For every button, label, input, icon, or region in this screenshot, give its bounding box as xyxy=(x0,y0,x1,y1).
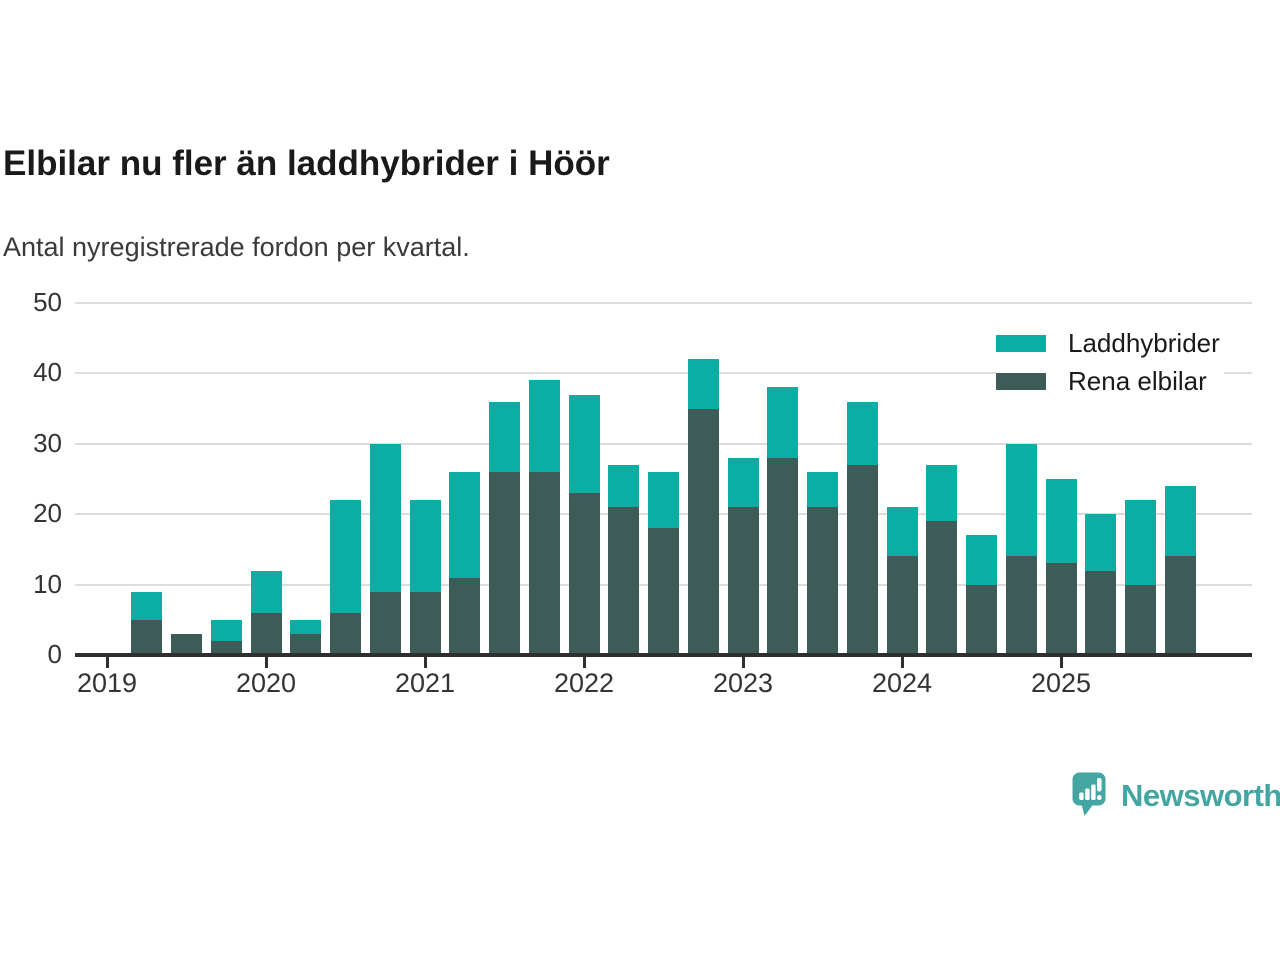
x-axis-tick-2025 xyxy=(1059,657,1063,668)
bar-segment-laddhybrider xyxy=(131,591,163,620)
bar-segment-rena-elbilar xyxy=(210,640,242,655)
bar-segment-rena-elbilar xyxy=(290,633,322,655)
newsworthy-logo-icon xyxy=(1072,772,1106,816)
bar-segment-laddhybrider xyxy=(926,464,958,522)
bar-segment-rena-elbilar xyxy=(727,507,759,655)
x-axis-label-2022: 2022 xyxy=(553,668,615,698)
bar-segment-rena-elbilar xyxy=(1005,556,1037,655)
bar-segment-laddhybrider xyxy=(528,380,560,472)
bar-segment-rena-elbilar xyxy=(1045,563,1077,655)
bar-segment-laddhybrider xyxy=(290,619,322,634)
bar-segment-laddhybrider xyxy=(1164,486,1196,557)
bar-segment-rena-elbilar xyxy=(528,471,560,655)
legend-label-rena-elbilar: Rena elbilar xyxy=(1068,365,1207,396)
bar-segment-laddhybrider xyxy=(1125,500,1156,585)
bar-segment-laddhybrider xyxy=(727,457,759,508)
legend-label-laddhybrider: Laddhybrider xyxy=(1068,327,1220,358)
x-axis-tick-2019 xyxy=(105,657,109,668)
y-axis-label-10: 10 xyxy=(33,568,62,599)
legend-swatch-laddhybrider xyxy=(996,334,1046,352)
y-axis-label-50: 50 xyxy=(33,287,62,317)
bar-segment-rena-elbilar xyxy=(489,471,520,655)
bar-segment-rena-elbilar xyxy=(369,591,401,655)
bar-segment-laddhybrider xyxy=(767,387,799,458)
x-axis-line xyxy=(75,653,1252,657)
bar-segment-laddhybrider xyxy=(1005,443,1037,557)
x-axis-label-2021: 2021 xyxy=(394,668,456,698)
bar-segment-rena-elbilar xyxy=(886,556,918,655)
gridline-30 xyxy=(75,442,1252,445)
chart-subtitle: Antal nyregistrerade fordon per kvartal. xyxy=(3,232,470,262)
bar-segment-laddhybrider xyxy=(449,471,481,578)
bar-segment-rena-elbilar xyxy=(131,619,163,655)
x-axis-label-2024: 2024 xyxy=(871,668,933,698)
bar-segment-laddhybrider xyxy=(608,464,640,508)
bar-segment-rena-elbilar xyxy=(966,584,997,655)
bar-segment-rena-elbilar xyxy=(171,633,202,655)
bar-segment-laddhybrider xyxy=(1085,514,1117,571)
x-axis-label-2019: 2019 xyxy=(76,668,138,698)
bar-segment-laddhybrider xyxy=(210,619,242,641)
bar-segment-laddhybrider xyxy=(369,443,401,592)
newsworthy-logo-text: Newsworthy xyxy=(1121,778,1280,813)
x-axis-label-2023: 2023 xyxy=(712,668,774,698)
y-axis-label-30: 30 xyxy=(33,427,62,458)
bar-segment-laddhybrider xyxy=(886,507,918,557)
bar-segment-rena-elbilar xyxy=(846,464,878,655)
gridline-40 xyxy=(75,372,1252,375)
bar-segment-laddhybrider xyxy=(409,500,441,592)
legend: Laddhybrider Rena elbilar xyxy=(996,327,1224,407)
x-axis-label-2025: 2025 xyxy=(1030,668,1092,698)
x-axis-tick-2022 xyxy=(582,657,586,668)
bar-segment-rena-elbilar xyxy=(330,612,361,655)
bar-segment-rena-elbilar xyxy=(926,521,958,655)
bar-segment-rena-elbilar xyxy=(409,591,441,655)
legend-item-rena-elbilar: Rena elbilar xyxy=(996,365,1220,396)
bar-segment-laddhybrider xyxy=(1045,479,1077,564)
legend-swatch-rena-elbilar xyxy=(996,372,1046,390)
bar-segment-laddhybrider xyxy=(846,401,878,465)
newsworthy-logo: Newsworthy xyxy=(1072,772,1280,818)
bar-segment-rena-elbilar xyxy=(250,612,282,655)
bar-segment-rena-elbilar xyxy=(1085,570,1117,655)
bar-segment-laddhybrider xyxy=(489,401,520,472)
bar-segment-laddhybrider xyxy=(648,471,679,529)
bar-segment-rena-elbilar xyxy=(1164,556,1196,655)
bar-segment-rena-elbilar xyxy=(568,493,600,655)
bar-segment-rena-elbilar xyxy=(449,577,481,655)
x-axis-tick-2020 xyxy=(264,657,268,668)
bar-segment-rena-elbilar xyxy=(687,408,719,655)
bar-segment-laddhybrider xyxy=(330,500,361,613)
bar-segment-rena-elbilar xyxy=(608,507,640,655)
bar-segment-rena-elbilar xyxy=(648,528,679,655)
bar-segment-rena-elbilar xyxy=(1125,584,1156,655)
chart-title: Elbilar nu fler än laddhybrider i Höör xyxy=(3,144,610,183)
bar-segment-rena-elbilar xyxy=(767,457,799,655)
bar-segment-laddhybrider xyxy=(807,471,838,508)
gridline-50 xyxy=(75,302,1252,304)
y-axis-label-20: 20 xyxy=(33,498,62,529)
x-axis-tick-2021 xyxy=(423,657,427,668)
x-axis-tick-2024 xyxy=(900,657,904,668)
y-axis-label-0: 0 xyxy=(47,639,62,669)
bar-segment-rena-elbilar xyxy=(807,507,838,655)
y-axis-label-40: 40 xyxy=(33,357,62,388)
bar-segment-laddhybrider xyxy=(250,570,282,613)
bar-segment-laddhybrider xyxy=(568,394,600,494)
bar-segment-laddhybrider xyxy=(966,535,997,585)
x-axis-label-2020: 2020 xyxy=(235,668,297,698)
bar-segment-laddhybrider xyxy=(687,359,719,409)
legend-item-laddhybrider: Laddhybrider xyxy=(996,327,1220,358)
x-axis-tick-2023 xyxy=(741,657,745,668)
